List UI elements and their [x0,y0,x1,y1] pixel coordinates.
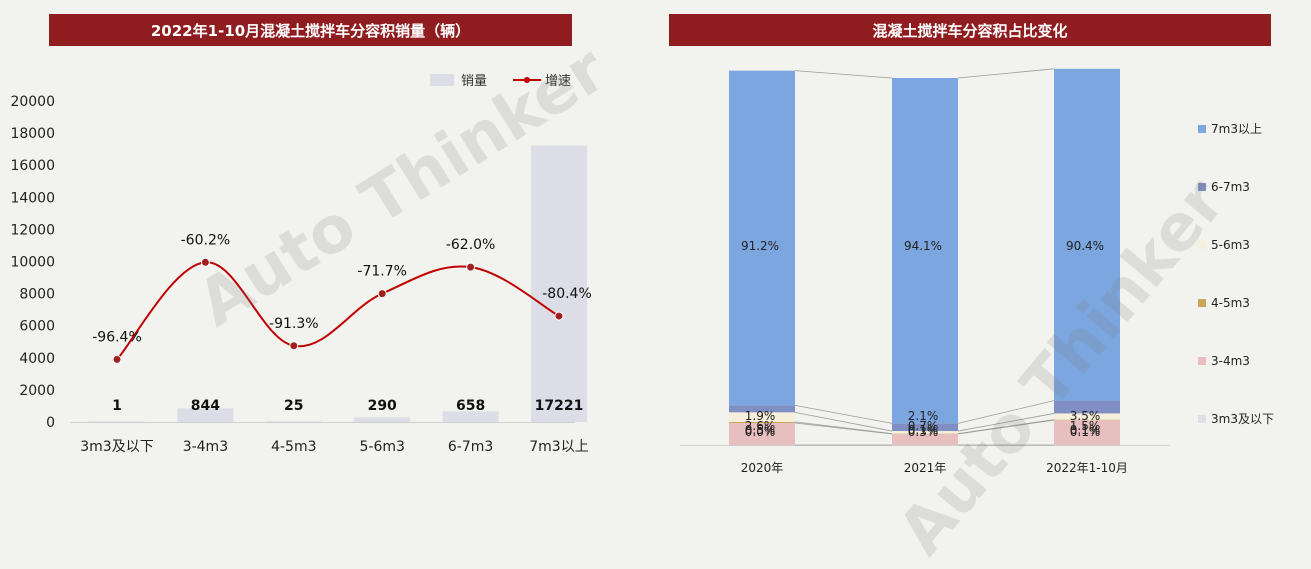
growth-point [555,312,563,320]
x-tick-label: 4-5m3 [271,439,316,455]
segment-data-label: 3.5% [1070,409,1101,423]
series-connector [958,420,1054,434]
growth-point [290,342,298,350]
segment-data-label: 90.4% [1066,239,1104,253]
growth-data-label: -60.2% [181,232,231,248]
y-tick-label: 20000 [10,94,55,110]
sales-bar [354,417,410,422]
y-tick-label: 18000 [10,126,55,142]
right-x-tick-label: 2021年 [904,461,947,475]
legend-sales-label: 销量 [461,74,487,89]
growth-point [467,263,475,271]
right-legend-swatch [1198,357,1206,365]
sales-data-label: 1 [112,398,122,414]
legend-growth-marker [524,77,530,83]
segment-data-label: 2.1% [908,409,939,423]
right-legend: 7m3以上 6-7m3 5-6m3 4-5m3 3-4m3 3m3及以下 [1198,122,1274,426]
right-legend-swatch [1198,241,1206,249]
stack-segment [729,71,795,406]
y-tick-label: 14000 [10,190,55,206]
right-legend-swatch [1198,415,1206,423]
series-connector [795,405,892,423]
y-tick-label: 16000 [10,158,55,174]
sales-data-label: 17221 [535,398,584,414]
series-connector [958,401,1054,424]
right-legend-label: 7m3以上 [1211,122,1262,136]
right-legend-swatch [1198,299,1206,307]
right-legend-label: 6-7m3 [1211,180,1250,194]
right-x-tick-label: 2022年1-10月 [1046,461,1128,475]
right-legend-label: 3m3及以下 [1211,412,1274,426]
x-tick-label: 5-6m3 [359,439,404,455]
growth-data-label: -71.7% [357,264,407,280]
series-connector [795,422,892,434]
y-tick-label: 8000 [19,287,55,303]
sales-bar [89,421,145,422]
segment-data-label: 94.1% [904,239,942,253]
y-tick-label: 12000 [10,222,55,238]
x-tick-label: 3m3及以下 [80,439,153,455]
growth-point [201,258,209,266]
sales-data-label: 25 [284,398,303,414]
stack-segment [1054,69,1120,401]
growth-data-label: -62.0% [446,237,496,253]
x-tick-label: 3-4m3 [183,439,228,455]
y-tick-label: 6000 [19,319,55,335]
x-tick-label: 6-7m3 [448,439,493,455]
sales-data-label: 290 [368,398,397,414]
left-y-axis: 0 2000 4000 6000 8000 10000 12000 14000 16000 180… [10,94,575,431]
left-x-axis: 3m3及以下 3-4m3 4-5m3 5-6m3 6-7m3 7m3以上 [80,439,588,455]
growth-line [117,262,559,359]
y-tick-label: 10000 [10,255,55,271]
sales-bar [531,146,587,422]
segment-data-label: 1.9% [745,409,776,423]
left-legend: 销量 增速 [430,74,571,89]
legend-sales-swatch [430,74,454,86]
right-legend-label: 5-6m3 [1211,238,1250,252]
series-connector [795,71,892,78]
y-tick-label: 0 [46,415,55,431]
growth-data-label: -80.4% [542,286,592,302]
right-legend-label: 3-4m3 [1211,354,1250,368]
right-legend-swatch [1198,183,1206,191]
sales-bar [266,421,322,422]
y-tick-label: 2000 [19,383,55,399]
growth-line-series: -96.4% -60.2% -91.3% -71.7% -62.0% -80.4% [92,232,592,363]
growth-data-label: -91.3% [269,316,319,332]
legend-growth-label: 增速 [545,74,571,89]
right-legend-label: 4-5m3 [1211,296,1250,310]
right-x-tick-label: 2020年 [741,461,784,475]
segment-data-label: 91.2% [741,239,779,253]
right-legend-swatch [1198,125,1206,133]
y-tick-label: 4000 [19,351,55,367]
growth-data-label: -96.4% [92,329,142,345]
sales-data-label: 844 [191,398,220,414]
charts-canvas: 销量 增速 0200040006000800010000120001400016… [0,0,1311,497]
sales-data-label: 658 [456,398,485,414]
x-tick-label: 7m3以上 [529,439,588,455]
growth-point [113,355,121,363]
growth-point [378,290,386,298]
series-connector [958,69,1054,78]
